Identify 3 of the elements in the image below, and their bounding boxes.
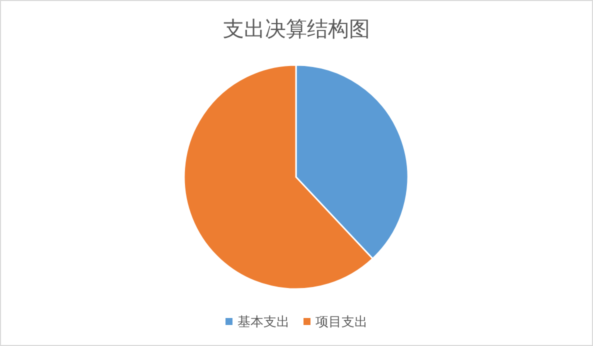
chart-title: 支出决算结构图 xyxy=(223,17,370,41)
legend-label: 项目支出 xyxy=(316,315,368,330)
legend-label: 基本支出 xyxy=(238,315,290,330)
